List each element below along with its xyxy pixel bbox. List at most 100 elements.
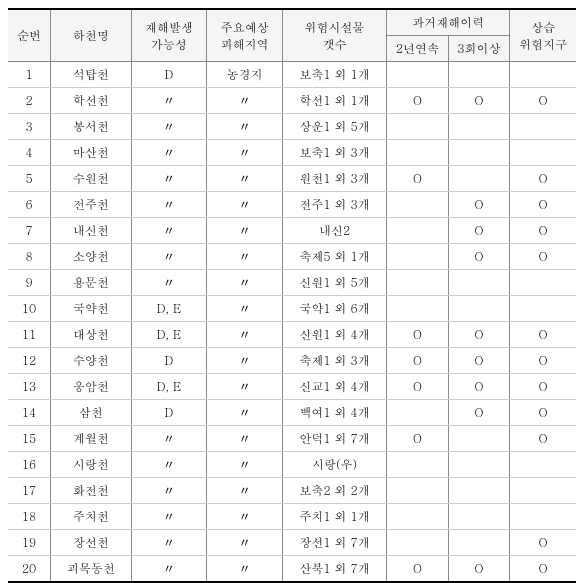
cell-area: 〃: [207, 400, 283, 426]
cell-history-3plus: O: [448, 400, 510, 426]
table-row: 8소양천〃〃축제5 외 1개OO: [8, 244, 576, 270]
table-row: 16시랑천〃〃시랑(우): [8, 452, 576, 478]
cell-facilities: 보축1 외 1개: [282, 62, 386, 88]
cell-seq: 14: [8, 400, 51, 426]
cell-river: 전주천: [51, 192, 131, 218]
cell-area: 〃: [207, 556, 283, 583]
cell-possibility: 〃: [131, 244, 207, 270]
cell-seq: 19: [8, 530, 51, 556]
col-facilities: 위험시설물갯수: [282, 9, 386, 62]
cell-history-3plus: [448, 426, 510, 452]
cell-river: 용문천: [51, 270, 131, 296]
cell-history-3plus: O: [448, 556, 510, 583]
cell-river: 장선천: [51, 530, 131, 556]
cell-area: 〃: [207, 452, 283, 478]
cell-facilities: 신교1 외 4개: [282, 374, 386, 400]
cell-facilities: 신원1 외 4개: [282, 322, 386, 348]
cell-facilities: 시랑(우): [282, 452, 386, 478]
cell-seq: 16: [8, 452, 51, 478]
cell-habitual: O: [510, 426, 576, 452]
cell-possibility: D: [131, 348, 207, 374]
cell-history-2yr: [387, 452, 449, 478]
cell-area: 〃: [207, 244, 283, 270]
cell-possibility: 〃: [131, 452, 207, 478]
cell-facilities: 상운1 외 5개: [282, 114, 386, 140]
table-row: 9용문천〃〃신원1 외 5개: [8, 270, 576, 296]
cell-history-2yr: [387, 270, 449, 296]
table-row: 5수원천〃〃원천1 외 3개OO: [8, 166, 576, 192]
cell-seq: 1: [8, 62, 51, 88]
cell-possibility: 〃: [131, 192, 207, 218]
cell-possibility: D: [131, 62, 207, 88]
cell-history-3plus: [448, 62, 510, 88]
cell-river: 삼천: [51, 400, 131, 426]
cell-history-2yr: O: [387, 426, 449, 452]
cell-possibility: D, E: [131, 322, 207, 348]
cell-possibility: D, E: [131, 296, 207, 322]
cell-area: 〃: [207, 166, 283, 192]
cell-facilities: 학선1 외 1개: [282, 88, 386, 114]
cell-habitual: [510, 140, 576, 166]
cell-possibility: 〃: [131, 270, 207, 296]
cell-history-3plus: [448, 478, 510, 504]
table-row: 7내신천〃〃내신2OO: [8, 218, 576, 244]
table-row: 11대상천D, E〃신원1 외 4개OOO: [8, 322, 576, 348]
cell-river: 석탑천: [51, 62, 131, 88]
cell-river: 봉서천: [51, 114, 131, 140]
cell-possibility: 〃: [131, 504, 207, 530]
cell-seq: 9: [8, 270, 51, 296]
cell-possibility: 〃: [131, 166, 207, 192]
cell-facilities: 안덕1 외 7개: [282, 426, 386, 452]
cell-facilities: 보축1 외 3개: [282, 140, 386, 166]
cell-area: 〃: [207, 114, 283, 140]
col-possibility: 재해발생가능성: [131, 9, 207, 62]
cell-habitual: O: [510, 166, 576, 192]
cell-area: 〃: [207, 192, 283, 218]
table-row: 3봉서천〃〃상운1 외 5개: [8, 114, 576, 140]
cell-history-3plus: O: [448, 348, 510, 374]
cell-area: 〃: [207, 530, 283, 556]
cell-habitual: [510, 114, 576, 140]
cell-history-2yr: [387, 478, 449, 504]
cell-facilities: 산북1 외 7개: [282, 556, 386, 583]
cell-area: 〃: [207, 88, 283, 114]
cell-seq: 6: [8, 192, 51, 218]
cell-history-3plus: O: [448, 322, 510, 348]
cell-habitual: O: [510, 192, 576, 218]
risk-table: 순번 하천명 재해발생가능성 주요예상피해지역 위험시설물갯수 과거재해이력 상…: [8, 8, 576, 583]
table-row: 6전주천〃〃전주1 외 3개OO: [8, 192, 576, 218]
cell-history-3plus: [448, 114, 510, 140]
cell-habitual: [510, 452, 576, 478]
cell-possibility: 〃: [131, 218, 207, 244]
cell-history-2yr: O: [387, 374, 449, 400]
cell-facilities: 신원1 외 5개: [282, 270, 386, 296]
cell-possibility: D: [131, 400, 207, 426]
table-row: 12수양천D〃축제1 외 3개OOO: [8, 348, 576, 374]
cell-history-2yr: O: [387, 166, 449, 192]
cell-river: 국약천: [51, 296, 131, 322]
cell-habitual: O: [510, 556, 576, 583]
cell-history-2yr: [387, 114, 449, 140]
cell-facilities: 전주1 외 3개: [282, 192, 386, 218]
cell-history-3plus: O: [448, 88, 510, 114]
cell-habitual: O: [510, 374, 576, 400]
cell-possibility: 〃: [131, 426, 207, 452]
cell-river: 주치천: [51, 504, 131, 530]
cell-possibility: D, E: [131, 374, 207, 400]
cell-habitual: O: [510, 322, 576, 348]
cell-history-3plus: [448, 140, 510, 166]
col-seq: 순번: [8, 9, 51, 62]
cell-river: 수원천: [51, 166, 131, 192]
table-row: 15계월천〃〃안덕1 외 7개OO: [8, 426, 576, 452]
col-history-2yr: 2년연속: [387, 36, 449, 62]
cell-river: 내신천: [51, 218, 131, 244]
cell-history-3plus: [448, 504, 510, 530]
cell-facilities: 보축2 외 2개: [282, 478, 386, 504]
cell-river: 수양천: [51, 348, 131, 374]
cell-history-3plus: O: [448, 244, 510, 270]
cell-area: 〃: [207, 140, 283, 166]
cell-habitual: O: [510, 400, 576, 426]
cell-river: 화전천: [51, 478, 131, 504]
col-area: 주요예상피해지역: [207, 9, 283, 62]
cell-seq: 3: [8, 114, 51, 140]
